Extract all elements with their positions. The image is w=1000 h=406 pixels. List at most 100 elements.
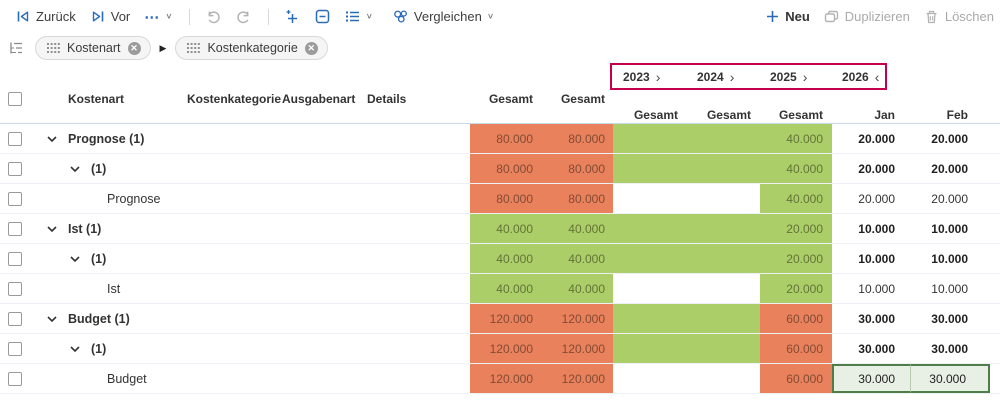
grid-cell[interactable]: 30.000 <box>931 341 968 356</box>
add-row-button[interactable] <box>278 5 308 29</box>
grid-cell[interactable]: 20.000 <box>931 191 968 206</box>
grid-cell[interactable]: 10.000 <box>858 281 895 296</box>
back-button[interactable]: Zurück <box>8 5 83 29</box>
collapse-all-button[interactable] <box>308 5 338 29</box>
grid-cell[interactable]: 120.000 <box>543 334 613 363</box>
year-header-2026[interactable]: 2026 ‹ <box>832 69 910 85</box>
grid-cell[interactable]: 40.000 <box>543 214 613 243</box>
grid-cell[interactable]: 20.000 <box>858 131 895 146</box>
expand-chevron-icon[interactable] <box>46 225 58 232</box>
row-checkbox[interactable] <box>8 191 22 206</box>
year-header-2025[interactable]: 2025 › <box>760 69 832 85</box>
grid-cell[interactable]: 20.000 <box>858 191 895 206</box>
grid-cell[interactable] <box>613 124 687 153</box>
grid-cell[interactable]: 40.000 <box>543 244 613 273</box>
row-checkbox[interactable] <box>8 311 22 326</box>
grid-cell[interactable]: 120.000 <box>470 304 543 333</box>
list-view-button[interactable]: ∨ <box>338 5 380 29</box>
grid-cell[interactable]: 30.000 <box>931 311 968 326</box>
redo-button[interactable] <box>229 5 259 29</box>
grid-cell[interactable] <box>687 244 760 273</box>
grid-cell[interactable]: 80.000 <box>470 124 543 153</box>
grid-cell[interactable]: 30.000 <box>910 364 990 393</box>
grid-cell[interactable]: 40.000 <box>760 124 832 153</box>
close-icon[interactable]: ✕ <box>304 41 318 55</box>
grid-cell[interactable] <box>613 154 687 183</box>
grid-cell[interactable]: 80.000 <box>470 184 543 213</box>
expand-chevron-icon[interactable] <box>46 135 58 142</box>
group-chip-kostenart[interactable]: Kostenart ✕ <box>35 36 151 60</box>
grid-cell[interactable]: 20.000 <box>858 161 895 176</box>
grid-cell[interactable]: 40.000 <box>543 274 613 303</box>
grid-cell[interactable] <box>687 154 760 183</box>
close-icon[interactable]: ✕ <box>127 41 141 55</box>
select-all-checkbox[interactable] <box>8 92 22 106</box>
chevron-left-icon[interactable]: ‹ <box>874 69 880 85</box>
grid-cell[interactable] <box>687 364 760 393</box>
grid-cell[interactable]: 80.000 <box>470 154 543 183</box>
grid-cell[interactable]: 10.000 <box>931 221 968 236</box>
grid-cell[interactable]: 40.000 <box>760 184 832 213</box>
grid-cell[interactable] <box>613 304 687 333</box>
grid-cell[interactable] <box>687 304 760 333</box>
row-checkbox[interactable] <box>8 251 22 266</box>
grid-cell[interactable]: 10.000 <box>931 251 968 266</box>
more-menu-button[interactable]: ⋯ ∨ <box>137 4 179 30</box>
grid-cell[interactable]: 40.000 <box>470 274 543 303</box>
grid-cell[interactable]: 20.000 <box>760 214 832 243</box>
grid-cell[interactable]: 80.000 <box>543 184 613 213</box>
duplicate-button[interactable]: Duplizieren <box>817 5 917 29</box>
grid-cell[interactable] <box>613 214 687 243</box>
group-chip-kostenkategorie[interactable]: Kostenkategorie ✕ <box>175 36 328 60</box>
grid-cell[interactable]: 30.000 <box>858 311 895 326</box>
grid-cell[interactable]: 40.000 <box>470 244 543 273</box>
grid-cell[interactable]: 80.000 <box>543 154 613 183</box>
grid-cell[interactable] <box>613 274 687 303</box>
undo-button[interactable] <box>199 5 229 29</box>
grid-cell[interactable]: 60.000 <box>760 334 832 363</box>
grid-cell[interactable]: 10.000 <box>931 281 968 296</box>
grid-cell[interactable] <box>613 334 687 363</box>
expand-chevron-icon[interactable] <box>46 315 58 322</box>
grid-cell[interactable]: 120.000 <box>543 304 613 333</box>
grid-cell[interactable]: 20.000 <box>931 131 968 146</box>
row-checkbox[interactable] <box>8 221 22 236</box>
grid-cell[interactable] <box>613 364 687 393</box>
grid-cell[interactable] <box>613 184 687 213</box>
grid-cell[interactable]: 20.000 <box>931 161 968 176</box>
compare-button[interactable]: Vergleichen ∨ <box>386 5 501 29</box>
grid-cell[interactable]: 20.000 <box>760 274 832 303</box>
row-checkbox[interactable] <box>8 161 22 176</box>
new-button[interactable]: Neu <box>757 5 817 29</box>
row-checkbox[interactable] <box>8 131 22 146</box>
grid-cell[interactable]: 10.000 <box>858 251 895 266</box>
grid-cell[interactable]: 120.000 <box>470 364 543 393</box>
grid-cell[interactable]: 20.000 <box>760 244 832 273</box>
grid-cell[interactable] <box>687 214 760 243</box>
expand-chevron-icon[interactable] <box>69 345 81 352</box>
grid-cell[interactable] <box>687 274 760 303</box>
grid-cell[interactable] <box>687 124 760 153</box>
grid-cell[interactable]: 60.000 <box>760 364 832 393</box>
grid-cell[interactable]: 120.000 <box>470 334 543 363</box>
delete-button[interactable]: Löschen <box>917 5 994 29</box>
expand-chevron-icon[interactable] <box>69 255 81 262</box>
year-header-2023[interactable]: 2023 › <box>613 69 687 85</box>
chevron-right-icon[interactable]: › <box>729 69 735 85</box>
grid-cell[interactable]: 30.000 <box>832 364 910 393</box>
grid-cell[interactable]: 30.000 <box>858 341 895 356</box>
grid-cell[interactable]: 40.000 <box>470 214 543 243</box>
forward-button[interactable]: Vor <box>83 5 138 29</box>
year-header-2024[interactable]: 2024 › <box>687 69 760 85</box>
expand-chevron-icon[interactable] <box>69 165 81 172</box>
grid-cell[interactable]: 40.000 <box>760 154 832 183</box>
row-checkbox[interactable] <box>8 371 22 386</box>
grid-cell[interactable] <box>613 244 687 273</box>
grid-cell[interactable]: 120.000 <box>543 364 613 393</box>
row-checkbox[interactable] <box>8 281 22 296</box>
chevron-right-icon[interactable]: › <box>802 69 808 85</box>
grid-cell[interactable]: 10.000 <box>858 221 895 236</box>
row-checkbox[interactable] <box>8 341 22 356</box>
grid-cell[interactable]: 60.000 <box>760 304 832 333</box>
grid-cell[interactable] <box>687 334 760 363</box>
